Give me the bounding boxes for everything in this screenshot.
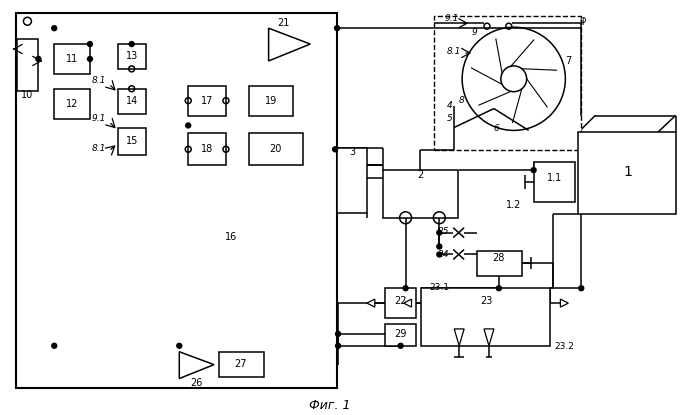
Text: 9: 9	[471, 28, 477, 37]
Text: 7: 7	[565, 56, 572, 66]
Text: 23: 23	[480, 296, 492, 306]
Text: 14: 14	[126, 95, 138, 106]
Text: 29: 29	[394, 329, 407, 339]
Circle shape	[437, 244, 442, 249]
Bar	[219, 352, 264, 376]
Circle shape	[87, 56, 92, 61]
Polygon shape	[268, 28, 310, 61]
Text: 1.2: 1.2	[506, 200, 521, 210]
Text: 24: 24	[438, 250, 449, 259]
Text: 4: 4	[447, 101, 452, 110]
Text: 12: 12	[66, 99, 78, 109]
Circle shape	[36, 56, 41, 61]
Bar	[117, 89, 145, 114]
Bar	[249, 133, 303, 165]
Text: 5: 5	[447, 114, 452, 123]
Polygon shape	[484, 329, 494, 346]
Circle shape	[437, 252, 442, 257]
Circle shape	[437, 230, 442, 235]
Bar	[434, 16, 582, 150]
Bar	[117, 128, 145, 155]
Text: 26: 26	[190, 378, 202, 388]
Text: 27: 27	[235, 359, 247, 369]
Text: 18: 18	[201, 144, 213, 154]
Circle shape	[531, 168, 536, 173]
Circle shape	[52, 26, 57, 31]
Bar	[117, 44, 145, 69]
Bar	[383, 170, 458, 218]
Circle shape	[186, 123, 191, 128]
Bar	[15, 13, 337, 388]
Text: 8.1: 8.1	[447, 46, 461, 56]
Text: 11: 11	[66, 54, 78, 64]
Text: 6: 6	[493, 124, 499, 133]
Polygon shape	[403, 299, 412, 307]
Bar	[533, 162, 575, 202]
Text: φ: φ	[580, 15, 586, 25]
Bar	[176, 76, 335, 234]
Text: 1: 1	[624, 165, 633, 179]
Circle shape	[87, 42, 92, 46]
Circle shape	[336, 332, 340, 336]
Circle shape	[336, 343, 340, 348]
Text: 28: 28	[493, 254, 505, 264]
Circle shape	[496, 286, 501, 290]
Text: 2: 2	[417, 170, 424, 180]
Text: 9.1: 9.1	[445, 14, 459, 23]
Text: Фиг. 1: Фиг. 1	[310, 399, 351, 412]
Polygon shape	[367, 299, 375, 307]
Text: 22: 22	[394, 296, 407, 306]
Text: 16: 16	[225, 232, 237, 242]
Bar	[421, 288, 551, 346]
Circle shape	[398, 343, 403, 348]
Circle shape	[335, 26, 340, 31]
Text: 1.1: 1.1	[547, 173, 562, 183]
Text: 25: 25	[438, 227, 449, 236]
Text: 9.1: 9.1	[92, 114, 106, 123]
Circle shape	[403, 286, 408, 290]
Circle shape	[52, 343, 57, 348]
Text: 3: 3	[349, 147, 355, 157]
Bar	[249, 86, 294, 115]
Circle shape	[333, 147, 338, 152]
Text: 17: 17	[201, 95, 213, 106]
Bar	[384, 288, 417, 318]
Circle shape	[129, 42, 134, 46]
Text: 10: 10	[21, 90, 34, 100]
Bar	[384, 324, 417, 346]
Polygon shape	[179, 352, 214, 378]
Bar	[188, 133, 226, 165]
Text: 13: 13	[126, 51, 138, 61]
Bar	[337, 148, 367, 213]
Bar	[55, 89, 90, 119]
Polygon shape	[454, 329, 464, 346]
Bar	[477, 251, 521, 276]
Text: 8.1: 8.1	[92, 144, 106, 153]
Text: 23.2: 23.2	[554, 342, 575, 351]
Text: 8: 8	[459, 96, 464, 105]
Text: 19: 19	[264, 95, 277, 106]
Text: 8.1: 8.1	[92, 76, 106, 85]
Bar	[17, 39, 38, 91]
Text: 21: 21	[278, 18, 289, 28]
Bar	[55, 44, 90, 74]
Bar	[188, 86, 226, 115]
Circle shape	[177, 343, 182, 348]
Text: 23.1: 23.1	[429, 283, 449, 292]
Polygon shape	[561, 299, 568, 307]
Text: 15: 15	[125, 137, 138, 146]
Bar	[578, 132, 675, 214]
Text: 20: 20	[269, 144, 282, 154]
Circle shape	[579, 286, 584, 290]
